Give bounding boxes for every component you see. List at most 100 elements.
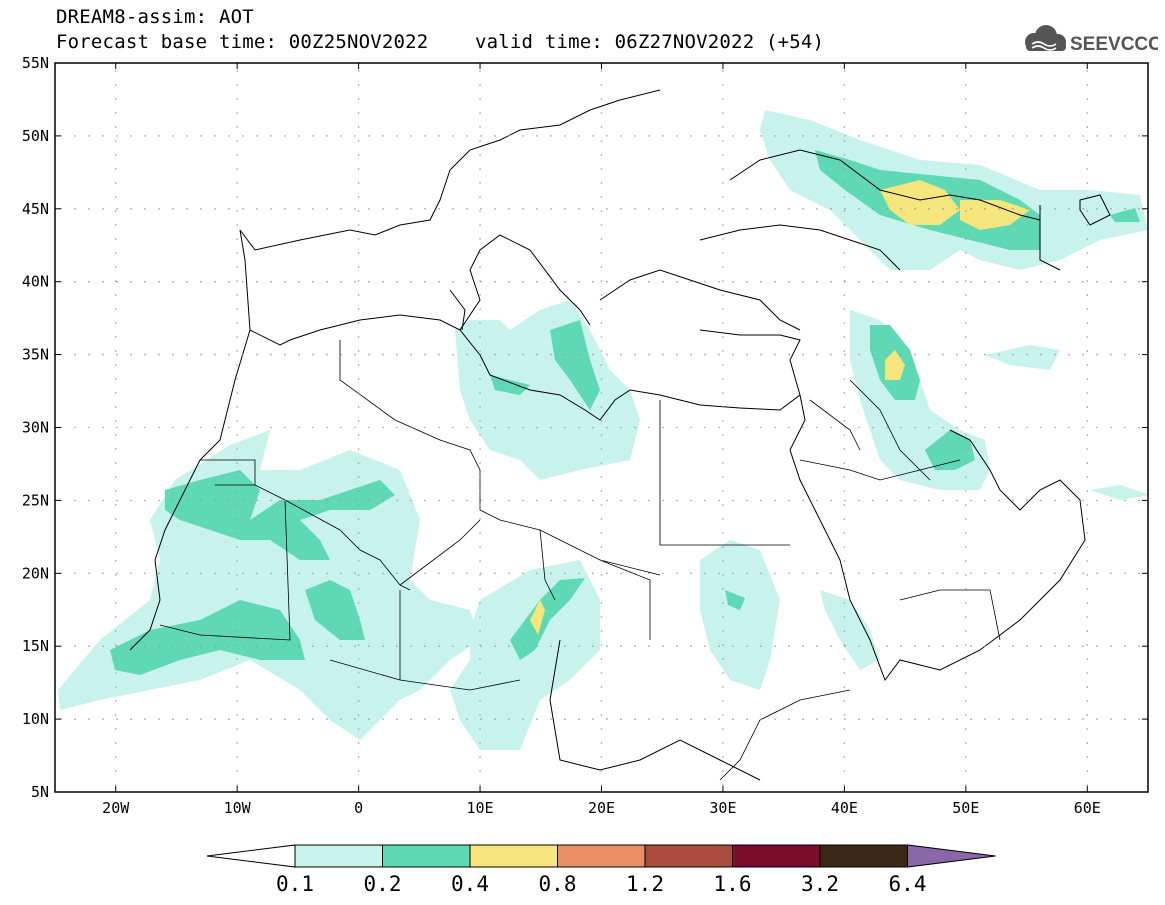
- grid-dot: [270, 280, 272, 283]
- grid-dot: [396, 426, 398, 429]
- grid-dot: [130, 645, 132, 647]
- grid-dot: [74, 572, 76, 575]
- grid-dot: [648, 280, 650, 283]
- grid-dot: [158, 499, 160, 502]
- grid-dot: [1068, 353, 1070, 356]
- grid-dot: [114, 672, 117, 674]
- grid-dot: [1086, 490, 1089, 492]
- grid-dot: [494, 426, 496, 429]
- grid-dot: [536, 718, 538, 720]
- grid-dot: [722, 672, 724, 674]
- grid-dot: [357, 280, 360, 282]
- grid-dot: [479, 420, 481, 422]
- grid-dot: [843, 490, 846, 492]
- legend-arrow-low: [206, 844, 296, 868]
- grid-dot: [722, 588, 724, 590]
- grid-dot: [479, 490, 481, 492]
- grid-dot: [522, 645, 524, 647]
- grid-dot: [1110, 572, 1112, 575]
- grid-dot: [722, 490, 724, 492]
- grid-dot: [606, 499, 608, 502]
- grid-dot: [942, 353, 944, 356]
- grid-dot: [1040, 499, 1042, 502]
- grid-dot: [843, 70, 846, 72]
- grid-dot: [479, 518, 481, 520]
- grid-dot: [900, 208, 902, 210]
- grid-dot: [722, 700, 724, 702]
- grid-dot: [114, 658, 117, 660]
- grid-dot: [1068, 645, 1070, 647]
- grid-dot: [479, 364, 481, 366]
- grid-dot: [760, 353, 762, 356]
- grid-dot: [494, 135, 496, 137]
- grid-dot: [452, 208, 454, 210]
- grid-dot: [1110, 280, 1112, 283]
- grid-dot: [722, 630, 724, 632]
- latitude-axis: 55N 50N 45N 40N 35N 30N 25N 20N 15N 10N 5N: [22, 54, 1148, 801]
- grid-dot: [424, 135, 426, 137]
- grid-dot: [718, 426, 720, 429]
- grid-dot: [843, 644, 846, 646]
- grid-dot: [236, 154, 238, 156]
- grid-dot: [956, 426, 958, 429]
- grid-dot: [116, 572, 118, 575]
- grid-dot: [284, 572, 286, 575]
- grid-dot: [114, 644, 117, 646]
- grid-dot: [578, 353, 580, 356]
- grid-dot: [914, 353, 916, 356]
- grid-dot: [600, 336, 603, 338]
- grid-dot: [114, 350, 117, 352]
- grid-dot: [690, 499, 692, 502]
- grid-dot: [236, 770, 238, 772]
- grid-dot: [236, 532, 238, 534]
- grid-dot: [965, 784, 967, 786]
- grid-dot: [1040, 645, 1042, 647]
- grid-dot: [102, 426, 104, 429]
- grid-dot: [114, 224, 117, 226]
- grid-dot: [480, 718, 482, 720]
- grid-dot: [1086, 434, 1089, 436]
- grid-dot: [270, 426, 272, 429]
- grid-dot: [1110, 718, 1112, 720]
- grid-dot: [843, 266, 846, 268]
- legend-swatch: [294, 844, 383, 868]
- grid-dot: [550, 426, 552, 429]
- grid-dot: [1110, 208, 1112, 210]
- grid-dot: [1086, 672, 1089, 674]
- grid-dot: [965, 126, 967, 128]
- grid-dot: [357, 714, 360, 716]
- grid-dot: [1138, 353, 1140, 356]
- grid-dot: [843, 224, 846, 226]
- grid-dot: [606, 426, 608, 429]
- grid-dot: [236, 308, 238, 310]
- grid-dot: [690, 426, 692, 429]
- grid-dot: [522, 280, 524, 283]
- grid-dot: [116, 645, 118, 647]
- grid-dot: [1086, 700, 1089, 702]
- grid-dot: [1086, 658, 1089, 660]
- grid-dot: [466, 208, 468, 210]
- grid-dot: [718, 572, 720, 575]
- grid-dot: [843, 238, 846, 240]
- grid-dot: [830, 280, 832, 283]
- grid-dot: [718, 718, 720, 720]
- grid-dot: [479, 210, 481, 212]
- grid-dot: [1138, 426, 1140, 429]
- grid-dot: [648, 718, 650, 720]
- lat-label: 20N: [22, 564, 49, 582]
- grid-dot: [236, 140, 238, 142]
- grid-dot: [662, 353, 664, 356]
- grid-dot: [722, 420, 724, 422]
- grid-dot: [843, 728, 846, 730]
- grid-dot: [816, 280, 818, 283]
- grid-dot: [340, 718, 342, 720]
- grid-dot: [236, 252, 238, 254]
- grid-dot: [130, 280, 132, 283]
- grid-dot: [479, 574, 481, 576]
- grid-dot: [130, 208, 132, 210]
- grid-dot: [676, 135, 678, 137]
- grid-dot: [88, 280, 90, 283]
- grid-dot: [312, 135, 314, 137]
- grid-dot: [722, 140, 724, 142]
- grid-dot: [1040, 718, 1042, 720]
